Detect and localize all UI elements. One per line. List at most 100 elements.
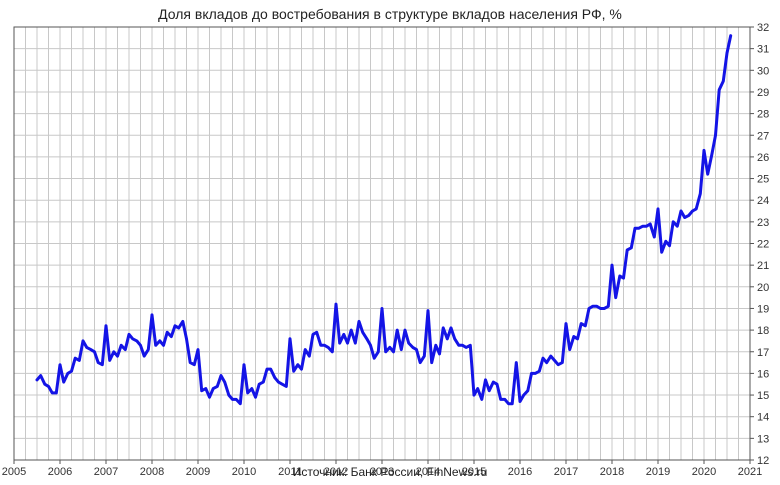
data-point <box>434 344 437 347</box>
data-point <box>55 391 58 395</box>
data-point <box>216 385 219 388</box>
data-point <box>423 354 426 358</box>
data-point <box>327 346 330 349</box>
y-tick-label: 25 <box>757 174 769 186</box>
data-point <box>219 374 223 377</box>
data-point <box>246 391 249 395</box>
data-point <box>231 398 234 401</box>
data-point <box>116 354 119 358</box>
x-tick-label: 2021 <box>738 466 762 478</box>
data-point <box>453 337 456 340</box>
data-point <box>311 333 315 336</box>
data-point <box>158 339 161 343</box>
data-point <box>668 244 671 247</box>
data-point <box>177 326 180 330</box>
data-point <box>93 350 96 353</box>
data-point <box>354 341 357 345</box>
y-tick-label: 28 <box>757 109 769 121</box>
data-point <box>633 227 637 230</box>
data-point <box>185 337 188 340</box>
x-tick-label: 2014 <box>416 466 440 478</box>
data-point <box>649 222 652 226</box>
x-tick-label: 2019 <box>646 466 670 478</box>
data-point <box>618 274 621 278</box>
y-tick-label: 24 <box>757 195 769 207</box>
data-point <box>300 367 303 371</box>
data-point <box>553 359 556 362</box>
data-point <box>564 322 568 325</box>
data-point <box>369 344 372 347</box>
data-point <box>683 216 686 219</box>
x-tick-label: 2018 <box>600 466 624 478</box>
data-point <box>469 344 472 347</box>
data-point <box>660 251 663 254</box>
y-tick-label: 32 <box>757 22 769 34</box>
data-point <box>196 348 200 351</box>
data-point <box>411 346 414 349</box>
y-tick-label: 16 <box>757 368 769 380</box>
y-tick-label: 20 <box>757 282 769 294</box>
data-point <box>212 387 215 390</box>
data-point <box>710 153 713 156</box>
data-point <box>292 370 295 373</box>
data-point <box>702 149 706 152</box>
data-point <box>457 344 460 347</box>
data-point <box>97 361 100 364</box>
data-point <box>319 344 322 347</box>
data-point <box>396 328 399 332</box>
data-point <box>522 393 525 397</box>
data-point <box>74 357 77 360</box>
data-point <box>39 374 42 377</box>
y-tick-label: 14 <box>757 412 769 424</box>
y-tick-label: 13 <box>757 433 769 445</box>
data-point <box>150 313 154 317</box>
data-point <box>511 402 514 405</box>
data-point <box>507 402 510 405</box>
data-point <box>127 333 131 336</box>
data-point <box>338 341 341 345</box>
data-point <box>541 357 545 360</box>
data-point <box>62 380 65 384</box>
data-point <box>656 207 660 211</box>
data-point <box>672 220 675 223</box>
y-tick-label: 18 <box>757 325 769 337</box>
y-tick-label: 30 <box>757 65 769 77</box>
data-point <box>392 350 395 353</box>
data-point <box>239 402 242 405</box>
data-point <box>81 339 85 343</box>
data-point <box>51 391 54 395</box>
data-point <box>607 305 610 308</box>
data-point <box>254 396 257 399</box>
data-point <box>603 307 606 310</box>
data-point <box>70 370 73 373</box>
data-point <box>492 380 495 384</box>
data-point <box>281 383 284 386</box>
series-line <box>35 34 733 406</box>
data-point <box>725 51 729 55</box>
y-tick-label: 22 <box>757 239 769 251</box>
data-point <box>691 209 694 213</box>
y-tick-label: 31 <box>757 44 769 56</box>
data-point <box>442 326 445 330</box>
data-point <box>449 326 453 330</box>
data-point <box>89 348 93 351</box>
data-point <box>572 335 575 338</box>
data-point <box>515 361 518 364</box>
data-point <box>495 383 499 386</box>
data-point <box>296 363 299 366</box>
data-point <box>112 350 116 353</box>
data-point <box>208 396 211 399</box>
data-point <box>591 305 594 308</box>
data-point <box>242 363 246 366</box>
x-tick-label: 2013 <box>370 466 394 478</box>
data-point <box>637 227 640 230</box>
data-point <box>166 331 169 334</box>
source-note: Источник: Банк России, FinNews.ru <box>292 465 488 479</box>
x-tick-label: 2016 <box>508 466 532 478</box>
data-point <box>561 361 564 364</box>
data-point <box>277 380 280 384</box>
data-point <box>58 363 62 366</box>
data-point <box>438 352 441 356</box>
data-point <box>108 359 111 362</box>
data-point <box>499 398 502 401</box>
